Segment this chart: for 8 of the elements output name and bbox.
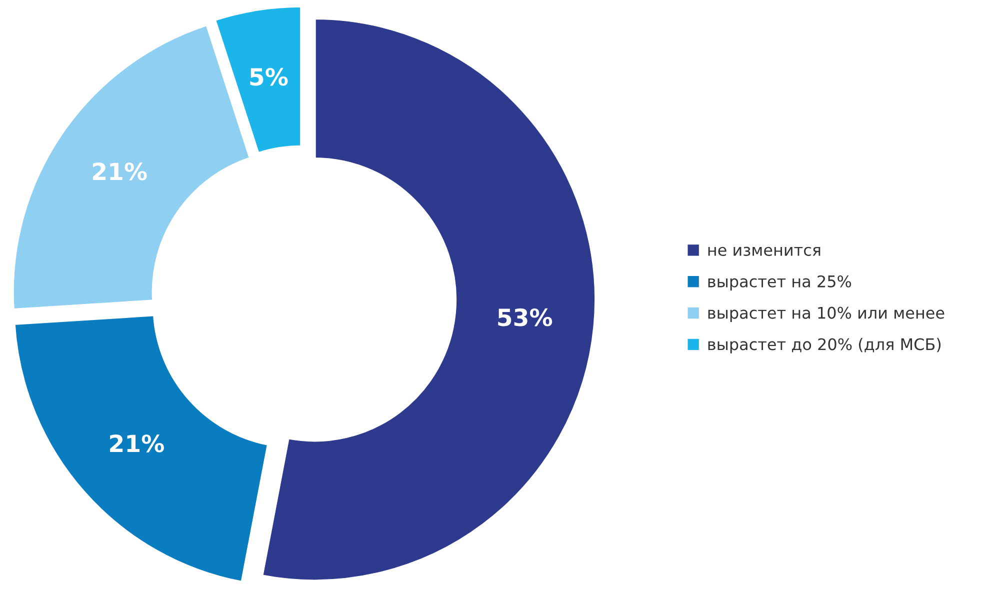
legend-label: не изменится: [708, 246, 820, 256]
data-label: 53%: [498, 308, 552, 326]
data-label: 21%: [110, 434, 164, 452]
legend-label: вырастет до 20% (для МСБ): [708, 338, 941, 354]
data-label: 5%: [250, 68, 288, 86]
legend-label: вырастет на 10% или менее: [708, 306, 944, 322]
legend-label: вырастет на 25%: [708, 275, 852, 291]
data-label: 21%: [92, 162, 147, 180]
